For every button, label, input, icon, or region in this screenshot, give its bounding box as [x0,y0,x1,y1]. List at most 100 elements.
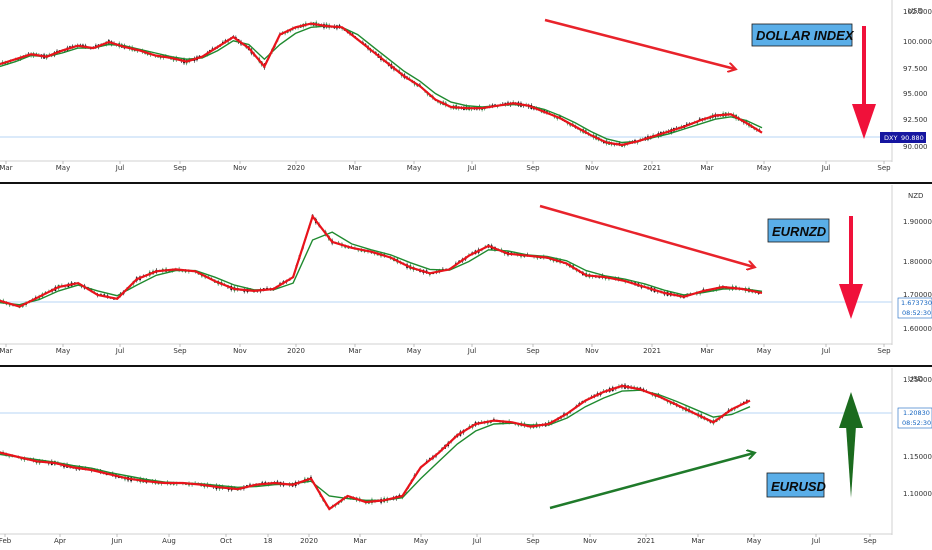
currency-tag: USD [908,375,923,383]
trend-arrow-up [549,453,754,510]
series-line-slow [0,231,763,306]
trend-arrow-down [539,204,754,267]
x-tick-label: 2020 [300,537,318,545]
x-tick-label: May [407,347,421,355]
y-tick-label: 1.600000 [903,325,932,333]
panel-eurusd: 1.15000 1.10000 1.25000 Feb Apr Jun Aug Oct 18 2… [0,368,932,545]
y-tick-label: 1.10000 [903,490,932,498]
x-tick-label: Nov [583,537,597,545]
price-axis: 1.900000 1.800000 1.700000 1.600000 [891,185,932,345]
chart-label-box: EURNZD [767,218,830,243]
last-price-label: 90.880 [901,134,924,142]
chart-title: EURUSD [771,479,827,494]
x-tick-label: Sep [526,347,540,355]
chart-title: EURNZD [772,224,827,239]
y-tick-label: 92.500 [903,116,928,124]
chart-label-box: EURUSD [766,472,827,498]
x-tick-label: Sep [173,347,187,355]
last-price-label: 1.673730 [901,299,932,307]
time-axis: Feb Apr Jun Aug Oct 18 2020 Mar May Jul Sep Nov 2021… [0,533,892,545]
candles [0,20,761,148]
x-tick-label: Sep [173,164,187,172]
x-tick-label: Jun [111,537,123,545]
x-tick-label: Oct [220,537,232,545]
currency-tag: NZD [908,192,923,200]
price-axis: 1.15000 1.10000 1.25000 [891,368,932,535]
candles [0,214,760,309]
x-tick-label: May [757,347,771,355]
x-tick-label: 2020 [287,347,305,355]
big-arrow-down-icon [839,216,863,319]
x-tick-label: Mar [353,537,366,545]
y-tick-label: 97.500 [903,65,928,73]
y-tick-label: 90.000 [903,143,928,151]
x-tick-label: Jul [115,347,125,355]
big-arrow-up-icon [839,392,863,498]
x-tick-label: Jul [467,347,477,355]
x-tick-label: Mar [0,347,13,355]
x-tick-label: Feb [0,537,12,545]
series-line-fast [0,22,763,147]
chart-label-box: DOLLAR INDEX [751,23,855,47]
symbol-price-tag: DXY 90.880 [880,132,926,143]
countdown-label: 08:52:30 [902,419,931,427]
last-price-label: 1.20830 [903,409,930,417]
y-tick-label: 1.15000 [903,453,932,461]
x-tick-label: Jul [811,537,821,545]
x-tick-label: Mar [348,164,361,172]
candle-body [89,48,92,50]
x-tick-label: Sep [526,537,540,545]
panel-dollar-index: 100.000 97.500 95.000 92.500 90.000 102.500 M… [0,0,932,172]
x-tick-label: May [56,347,70,355]
y-tick-label: 1.800000 [903,258,932,266]
x-tick-label: May [407,164,421,172]
x-tick-label: Mar [700,164,713,172]
x-tick-label: May [747,537,761,545]
currency-tag: USD [908,7,923,15]
x-tick-label: Sep [863,537,877,545]
x-tick-label: Jul [821,164,831,172]
x-tick-label: Mar [691,537,704,545]
y-tick-label: 1.25000 [903,376,932,384]
x-tick-label: Aug [162,537,176,545]
x-tick-label: Sep [877,347,891,355]
x-tick-label: Sep [877,164,891,172]
candles [0,382,748,509]
x-tick-label: 2021 [637,537,655,545]
x-tick-label: 2020 [287,164,305,172]
series-line-fast [0,214,763,308]
last-price-tag: 1.20830 08:52:30 [897,407,932,429]
x-tick-label: Jul [467,164,477,172]
x-tick-label: Apr [54,537,66,545]
x-tick-label: Jul [472,537,482,545]
x-tick-label: Jul [821,347,831,355]
x-tick-label: 2021 [643,347,661,355]
last-price-tag: 1.673730 08:52:30 [897,297,932,319]
x-tick-label: Nov [585,164,599,172]
x-tick-label: 18 [264,537,273,545]
big-arrow-down-icon [852,26,876,139]
y-tick-label: 1.700000 [903,291,932,299]
x-tick-label: 2021 [643,164,661,172]
x-tick-label: May [757,164,771,172]
y-tick-label: 102.500 [903,8,932,16]
candle-body [105,474,108,476]
y-tick-label: 95.000 [903,90,928,98]
x-tick-label: Mar [348,347,361,355]
x-tick-label: Nov [585,347,599,355]
y-tick-label: 100.000 [903,38,932,46]
countdown-label: 08:52:30 [902,309,931,317]
trend-arrow-down [544,18,735,69]
x-tick-label: May [414,537,428,545]
x-tick-label: Nov [233,347,247,355]
panel-eurnzd: 1.900000 1.800000 1.700000 1.600000 Mar May J… [0,185,932,355]
x-tick-label: Jul [115,164,125,172]
x-tick-label: Sep [526,164,540,172]
x-tick-label: Nov [233,164,247,172]
chart-title: DOLLAR INDEX [756,28,855,43]
x-tick-label: May [56,164,70,172]
time-axis: Mar May Jul Sep Nov 2020 Mar May Jul Sep Nov 2021 Ma… [0,343,892,355]
time-axis: Mar May Jul Sep Nov 2020 Mar May Jul Sep Nov 2021 Ma… [0,160,892,172]
